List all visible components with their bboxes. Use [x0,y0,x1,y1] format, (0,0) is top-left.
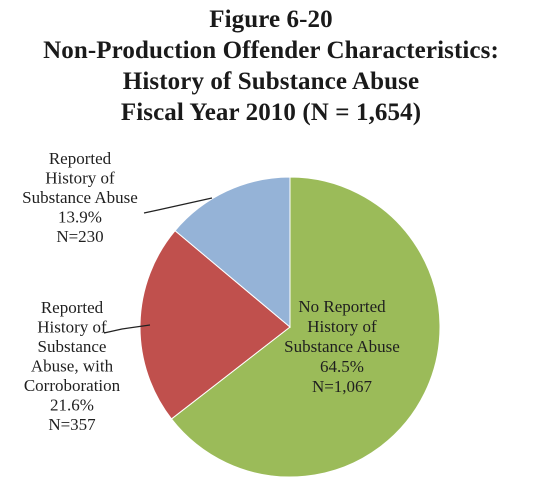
slice-label-reported-history-of-substance-abuse-with-corroboration: Reported History of Substance Abuse, with Co… [24,298,121,434]
pie-slice-no-reported-history-of-substance-abuse [170,176,441,478]
pie-slice-reported-history-of-substance-abuse-with-corroboration [139,229,291,420]
title-line-2: Non-Production Offender Characteristics: [43,37,499,64]
slice-labels: No Reported History of Substance Abuse 64.5… [22,149,400,434]
title-line-3: History of Substance Abuse [122,68,420,95]
slice-label-line: 21.6% [50,396,94,415]
title-line-4: Fiscal Year 2010 (N = 1,654) [120,99,422,126]
slice-label-line: 64.5% [320,357,364,376]
leader-lines [103,197,213,334]
slice-label-reported-history-of-substance-abuse: Reported History of Substance Abuse 13.9% N=… [22,149,138,246]
slice-label-line: Abuse, with [31,357,114,376]
slice-label-line: Substance Abuse [284,337,400,356]
title-line-1: Figure 6-20 [209,6,333,33]
leader-line-reported [143,197,213,214]
slice-label-line: Corroboration [24,376,121,395]
slice-label-line: Substance Abuse [22,188,138,207]
slice-label-line: N=230 [56,227,103,246]
pie-slices [139,176,441,478]
slice-label-line: Reported [49,149,112,168]
pie-slice-reported-history-of-substance-abuse [174,176,291,329]
leader-line-corroboration [103,324,151,334]
chart-title: Figure 6-20 Non-Production Offender Char… [0,4,542,128]
slice-label-line: History of [45,169,115,188]
slice-label-no-reported-history-of-substance-abuse: No Reported History of Substance Abuse 64.5… [284,297,400,396]
slice-label-line: Substance [38,337,107,356]
slice-label-line: History of [37,318,107,337]
slice-label-line: Reported [41,298,104,317]
slice-label-line: 13.9% [58,208,102,227]
slice-label-line: History of [307,317,377,336]
slice-label-line: N=1,067 [312,377,373,396]
slice-label-line: No Reported [298,297,386,316]
slice-label-line: N=357 [48,415,96,434]
